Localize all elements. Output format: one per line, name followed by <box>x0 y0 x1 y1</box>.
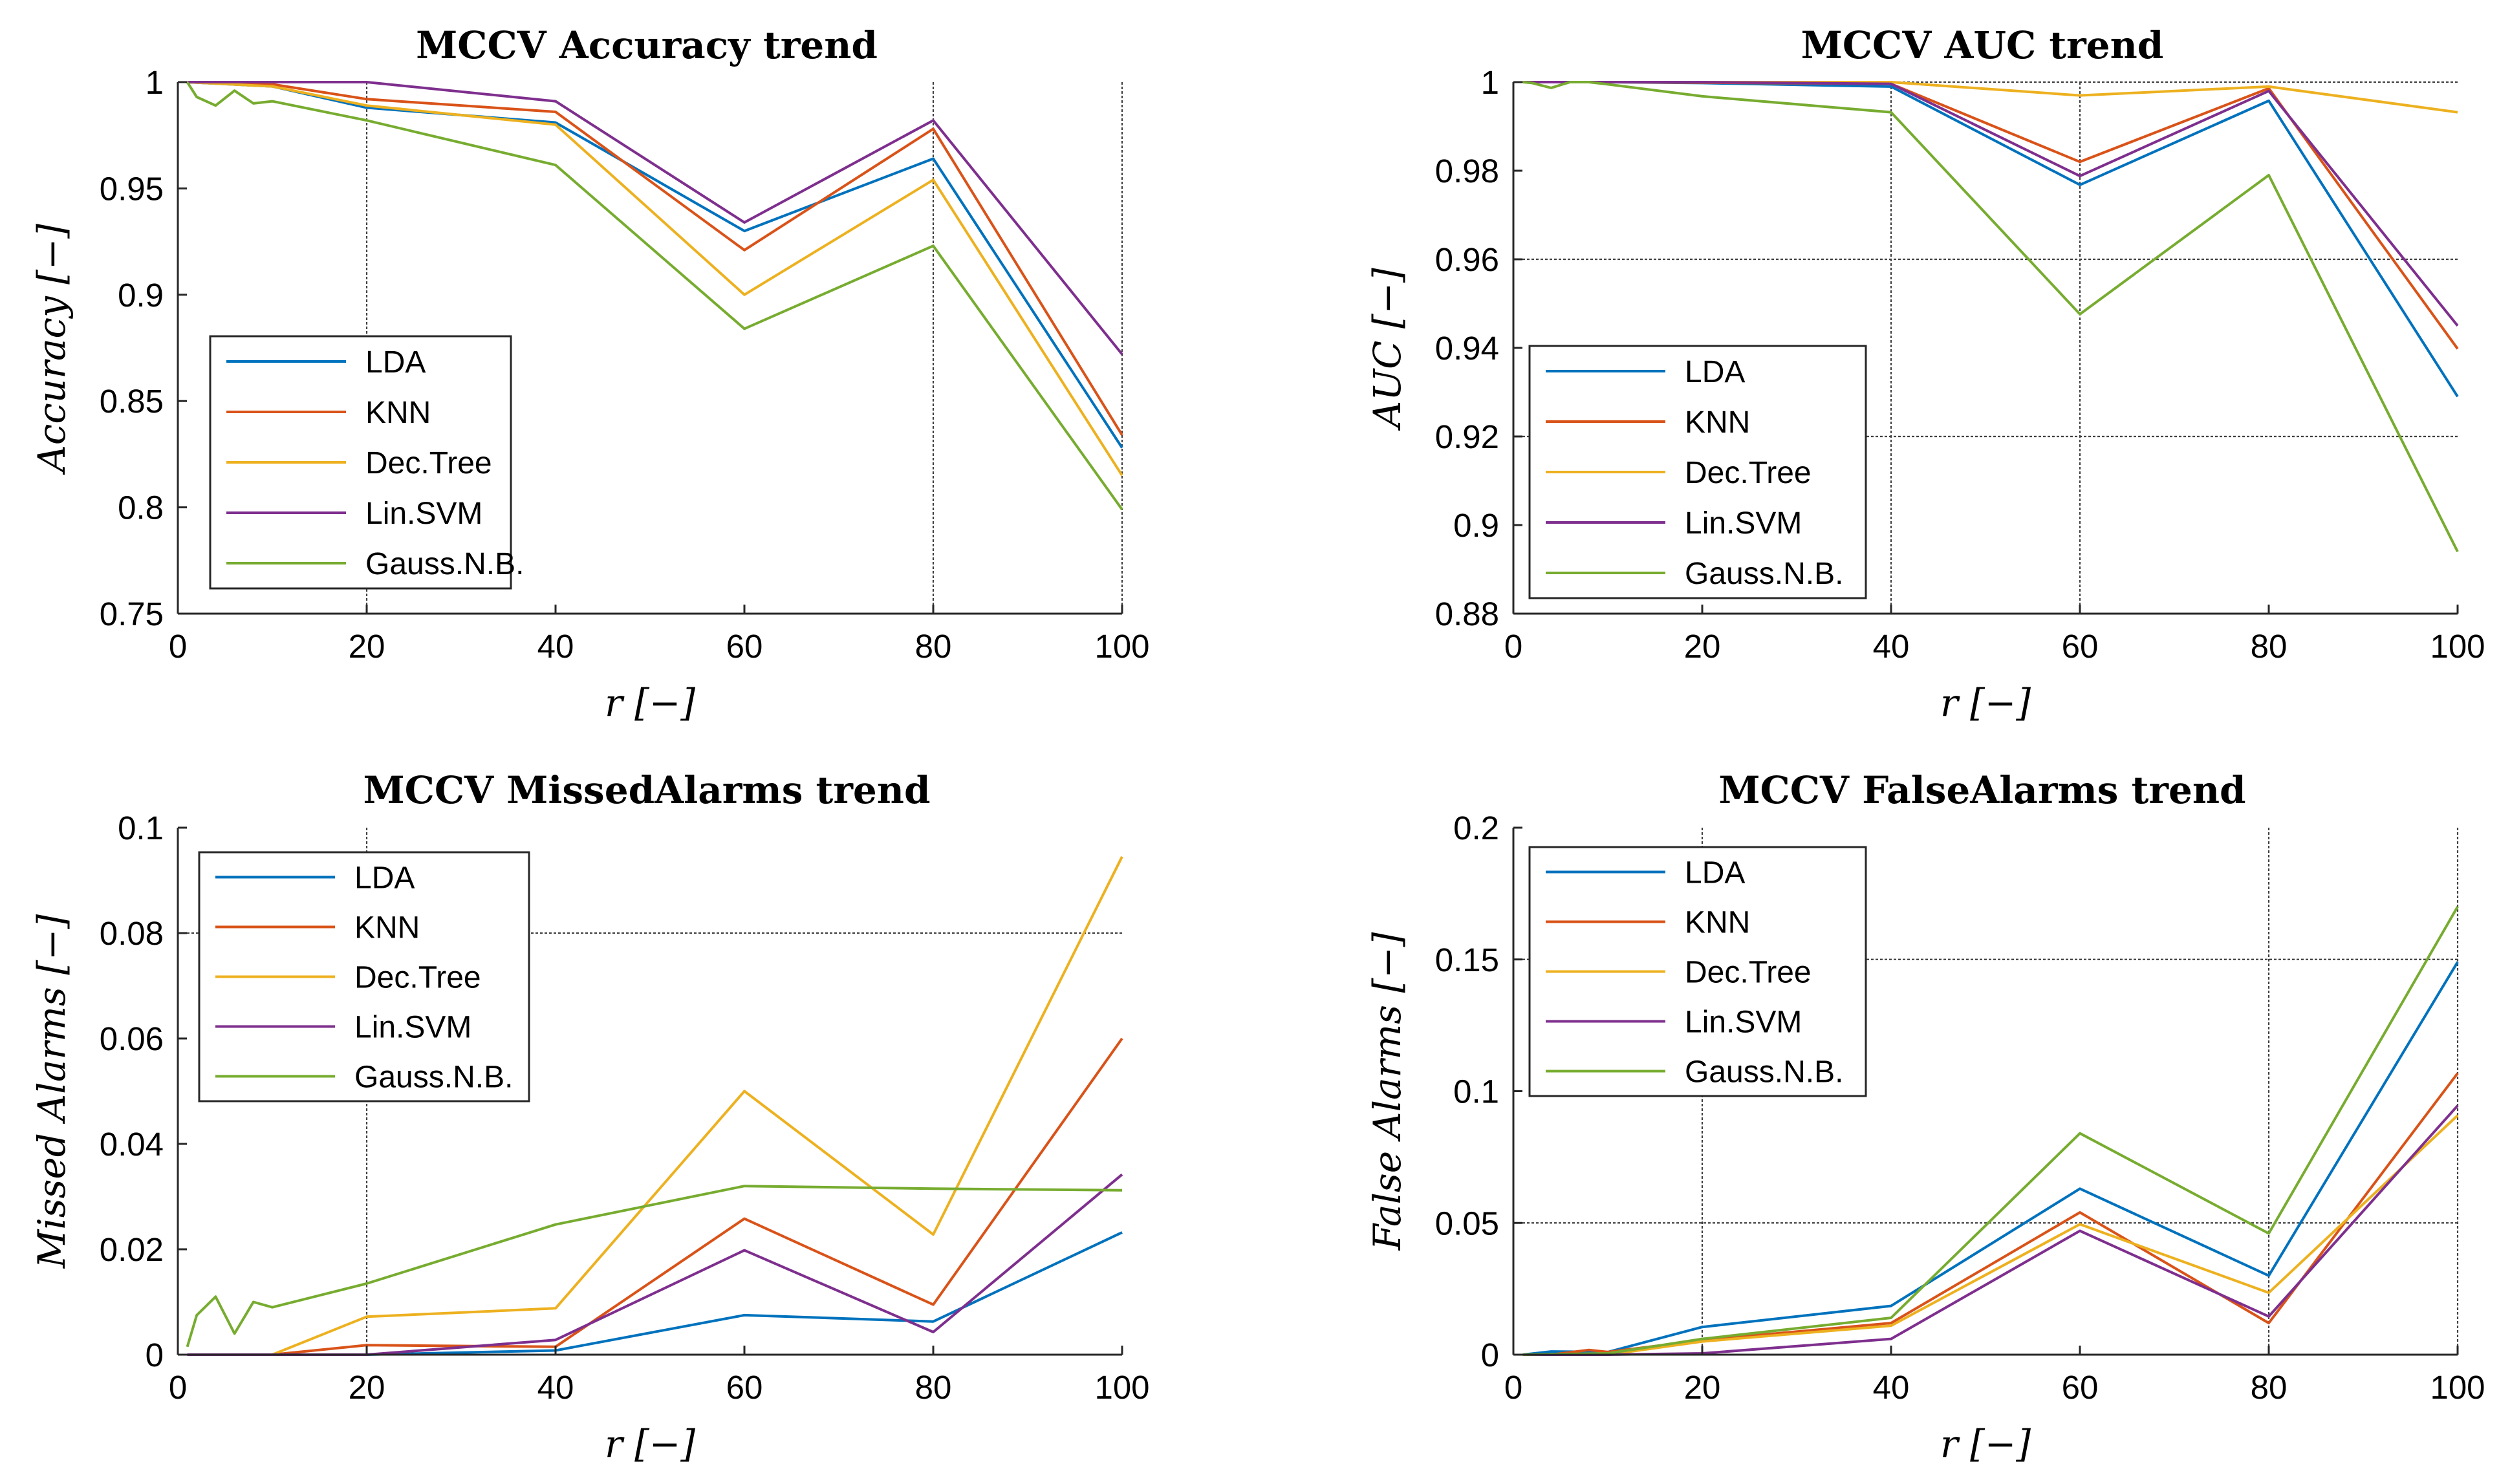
chart-3-x-tick-label: 100 <box>2430 1369 2485 1406</box>
chart-1-series-gaussnb <box>1522 81 2459 552</box>
chart-1-y-tick-label: 0.94 <box>1435 330 1499 367</box>
accuracy-chart: MCCV Accuracy trend 0.750.80.850.90.9510… <box>30 23 1150 725</box>
chart-0-legend-label: KNN <box>365 396 431 430</box>
chart-3-y-tick-label: 0.1 <box>1453 1073 1499 1110</box>
chart-2-y-tick-label: 0.1 <box>118 810 164 846</box>
chart-2-y-tick-label: 0.06 <box>100 1020 164 1057</box>
chart-2-y-tick-label: 0.08 <box>100 915 164 952</box>
chart-1-legend-label: KNN <box>1685 405 1750 440</box>
chart-1-legend-label: Lin.SVM <box>1685 506 1802 541</box>
chart-0-y-tick-label: 0.8 <box>118 489 164 526</box>
chart-2-series-gaussnb <box>186 1185 1123 1348</box>
chart-3-legend-label: Lin.SVM <box>1685 1005 1802 1040</box>
chart-1-y-tick-label: 1 <box>1481 64 1499 101</box>
chart-1-x-tick-label: 100 <box>2430 628 2485 665</box>
chart-0-series-knn <box>187 81 1123 436</box>
chart-2-y-tick-label: 0.04 <box>100 1126 164 1163</box>
chart-3-series-lda <box>1522 961 2459 1356</box>
chart-2-x-tick-label: 0 <box>169 1369 187 1406</box>
chart-1-x-axis-label: r [−] <box>1940 681 2031 725</box>
chart-1-y-tick-label: 0.96 <box>1435 241 1499 278</box>
chart-2-x-axis-label: r [−] <box>605 1422 695 1466</box>
false-alarms-chart: MCCV FalseAlarms trend 0 0.05 0.1 0.15 0.2 0 2… <box>1365 768 2485 1466</box>
chart-0-x-tick-label: 0 <box>169 628 187 665</box>
chart-2-x-tick-label: 100 <box>1094 1369 1149 1406</box>
chart-1-x-tick-label: 20 <box>1684 628 1721 665</box>
chart-0-legend-label: Dec.Tree <box>365 446 492 480</box>
chart-2-x-tick-label: 20 <box>349 1369 385 1406</box>
chart-0-legend-label: Lin.SVM <box>365 497 482 531</box>
missed-alarms-chart-title: MCCV MissedAlarms trend <box>363 768 930 812</box>
auc-chart-title: MCCV AUC trend <box>1801 23 2164 67</box>
chart-1-y-tick-label: 0.88 <box>1435 596 1499 632</box>
chart-1-y-tick-label: 0.98 <box>1435 153 1499 189</box>
chart-0-series-linsvm <box>187 81 1123 356</box>
chart-2-legend-label: Dec.Tree <box>354 961 481 995</box>
chart-1-x-tick-label: 80 <box>2251 628 2288 665</box>
chart-0-y-tick-label: 0.75 <box>100 596 164 632</box>
chart-0-legend-label: LDA <box>365 345 426 380</box>
chart-0-legend-label: Gauss.N.B. <box>365 547 524 581</box>
chart-0-y-tick-label: 0.9 <box>118 277 164 314</box>
chart-2-y-tick-label: 0.02 <box>100 1231 164 1268</box>
chart-1-y-axis-label: AUC [−] <box>1365 268 1409 431</box>
chart-0-y-axis-label: Accuracy [−] <box>30 224 74 475</box>
chart-3-x-tick-label: 60 <box>2062 1369 2099 1406</box>
false-alarms-chart-title: MCCV FalseAlarms trend <box>1718 768 2245 812</box>
chart-0-x-tick-label: 40 <box>537 628 574 665</box>
chart-2-legend-label: LDA <box>354 861 415 896</box>
chart-3-x-axis-label: r [−] <box>1940 1422 2031 1466</box>
chart-1-y-tick-label: 0.9 <box>1453 507 1499 544</box>
chart-2-x-tick-label: 40 <box>537 1369 574 1406</box>
chart-2-legend-label: Lin.SVM <box>354 1011 471 1045</box>
chart-0-y-tick-label: 0.95 <box>100 170 164 207</box>
chart-3-y-tick-label: 0 <box>1481 1337 1499 1373</box>
chart-3-x-tick-label: 20 <box>1684 1369 1721 1406</box>
chart-3-series-gaussnb <box>1522 906 2459 1356</box>
chart-0-x-tick-label: 60 <box>726 628 763 665</box>
chart-2-legend-label: Gauss.N.B. <box>354 1060 513 1095</box>
chart-1-y-tick-label: 0.92 <box>1435 418 1499 455</box>
chart-0-x-tick-label: 20 <box>349 628 385 665</box>
chart-3-x-tick-label: 0 <box>1504 1369 1522 1406</box>
chart-2-x-tick-label: 60 <box>726 1369 763 1406</box>
chart-3-legend-label: Gauss.N.B. <box>1685 1055 1843 1090</box>
chart-0-y-tick-label: 0.85 <box>100 383 164 420</box>
chart-1-x-tick-label: 60 <box>2062 628 2099 665</box>
chart-1-legend-label: Dec.Tree <box>1685 456 1812 490</box>
chart-2-x-tick-label: 80 <box>915 1369 952 1406</box>
chart-0-x-axis-label: r [−] <box>605 681 695 725</box>
accuracy-chart-title: MCCV Accuracy trend <box>416 23 878 67</box>
chart-3-y-tick-label: 0.2 <box>1453 810 1499 846</box>
auc-chart: MCCV AUC trend 0.880.90.920.940.960.9810… <box>1365 23 2485 725</box>
chart-3-y-axis-label: False Alarms [−] <box>1365 932 1409 1251</box>
chart-3-y-tick-label: 0.15 <box>1435 941 1499 978</box>
chart-3-x-tick-label: 80 <box>2251 1369 2288 1406</box>
chart-3-legend-label: Dec.Tree <box>1685 956 1812 990</box>
chart-0-x-tick-label: 100 <box>1094 628 1149 665</box>
chart-0-series-dectree <box>187 81 1123 477</box>
chart-2-legend-label: KNN <box>354 911 420 945</box>
chart-3-legend-label: KNN <box>1685 906 1750 940</box>
chart-1-series-linsvm <box>1522 81 2459 327</box>
missed-alarms-chart: MCCV MissedAlarms trend 0 0.02 0.04 0.06 0.0… <box>30 768 1150 1466</box>
chart-1-legend-label: Gauss.N.B. <box>1685 557 1843 591</box>
chart-0-y-tick-label: 1 <box>146 64 164 101</box>
chart-3-y-tick-label: 0.05 <box>1435 1205 1499 1242</box>
chart-3-x-tick-label: 40 <box>1873 1369 1910 1406</box>
chart-1-x-tick-label: 40 <box>1873 628 1910 665</box>
chart-0-series-gaussnb <box>186 81 1123 511</box>
chart-2-y-axis-label: Missed Alarms [−] <box>30 914 74 1269</box>
chart-0-x-tick-label: 80 <box>915 628 952 665</box>
chart-2-y-tick-label: 0 <box>146 1337 164 1373</box>
chart-1-x-tick-label: 0 <box>1504 628 1522 665</box>
chart-3-legend-label: LDA <box>1685 856 1745 890</box>
chart-1-legend-label: LDA <box>1685 355 1745 389</box>
